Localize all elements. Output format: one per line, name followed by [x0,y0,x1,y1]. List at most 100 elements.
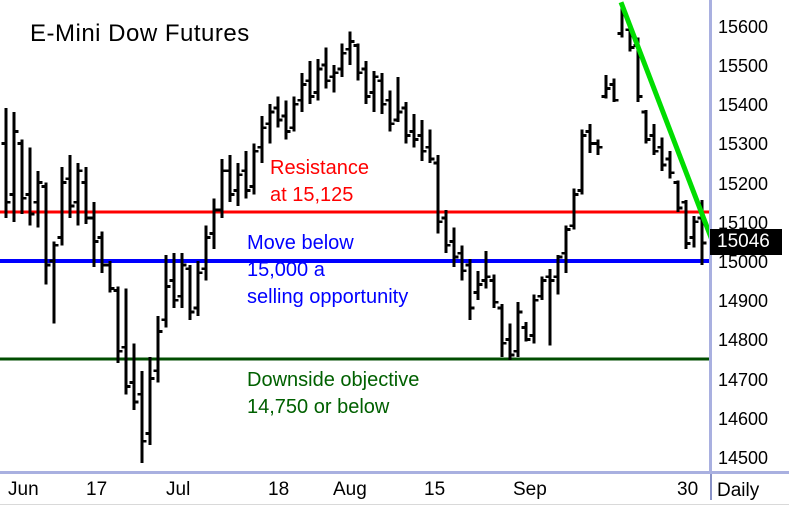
ohlc-bar [153,315,163,383]
ohlc-bar [129,343,139,410]
ohlc-bar [497,304,507,357]
ohlc-bar [465,259,475,320]
ohlc-bar [489,274,499,308]
objective-annotation: Downside objective 14,750 or below [247,367,419,421]
ohlc-bar [273,96,283,128]
y-axis-label: 14700 [718,369,769,390]
ohlc-bar [225,155,235,203]
ohlc-bar [593,139,603,156]
ohlc-bar [449,227,459,267]
y-axis-label: 14800 [718,330,769,351]
ohlc-bar [569,188,579,230]
ohlc-bar [265,104,275,144]
y-axis-label: 15100 [718,212,769,233]
ohlc-bar [457,245,467,281]
x-axis-label: Sep [513,479,547,500]
ohlc-bar [9,112,19,222]
ohlc-bar [169,253,179,308]
x-axis-label: 15 [424,479,446,500]
ohlc-bar [529,294,539,344]
ohlc-bar [297,72,307,112]
ohlc-bar [513,302,523,357]
ohlc-bar [233,163,243,207]
ohlc-bar [417,119,427,161]
ohlc-bar [473,270,483,301]
ohlc-bar [577,129,587,195]
ohlc-bar [201,225,211,281]
y-axis-label: 15400 [718,95,769,116]
y-axis-label: 14900 [718,291,769,312]
ohlc-bar [321,47,331,89]
ohlc-bar [361,61,371,105]
objective-annotation-line1: Downside objective [247,369,420,391]
bottom-divider-line [0,504,789,505]
ohlc-bar [17,139,27,214]
ohlc-bar [681,200,691,250]
ohlc-bar [281,100,291,140]
y-axis-label: 14600 [718,408,769,429]
ohlc-bar [121,288,131,395]
ohlc-bar [537,276,547,301]
ohlc-bar [409,114,419,148]
x-axis-label: 17 [86,479,108,500]
ohlc-bar [145,357,155,446]
ohlc-bar [505,323,515,360]
ohlc-bar [481,251,491,289]
ohlc-bars [1,8,707,463]
y-axis-label: 15500 [718,56,769,76]
ohlc-bar [105,261,115,293]
ohlc-bar [441,210,451,254]
ohlc-bar [609,78,619,103]
timeframe-label: Daily [717,480,760,501]
ohlc-bar [73,163,83,226]
resistance-annotation-line2: at 15,125 [270,184,354,206]
ohlc-bar [337,43,347,77]
ohlc-bar [601,74,611,99]
ohlc-bar [329,65,339,93]
y-axis-label: 15000 [718,252,769,272]
ohlc-bar [289,96,299,132]
ohlc-bar [113,286,123,363]
last-price-box: 15046 [710,229,782,255]
x-axis-label: Jun [8,479,39,500]
ohlc-bar [345,31,355,65]
axis-border-vertical-lower [710,473,712,500]
ohlc-bar [209,198,219,250]
ohlc-bar [649,123,659,156]
ohlc-bar [241,151,251,199]
ohlc-bar [425,129,435,163]
ohlc-bar [313,59,323,101]
ohlc-bar [249,143,259,195]
ohlc-bar [393,76,403,122]
ohlc-bar [257,116,267,163]
ohlc-bar [193,261,203,316]
ohlc-bar [81,166,91,224]
ohlc-bar [377,72,387,114]
ohlc-bar [89,202,99,267]
ohlc-bar [185,264,195,320]
ohlc-bar [217,159,227,218]
support-annotation-line2: 15,000 a [247,259,325,281]
ohlc-bar [641,110,651,144]
resistance-annotation-line1: Resistance [270,157,369,179]
support-annotation: Move below 15,000 a selling opportunity [247,230,408,311]
y-axis-label: 15300 [718,134,769,155]
ohlc-bar [49,241,59,324]
axis-border-horizontal [0,471,789,474]
ohlc-bar [385,90,395,132]
ohlc-bar [665,151,675,179]
support-annotation-line1: Move below [247,232,354,254]
ohlc-bar [137,370,147,463]
x-axis-label: 18 [268,479,290,500]
x-axis-label: Jul [166,479,191,500]
ohlc-bar [25,147,35,226]
ohlc-bar [97,231,107,273]
ohlc-bar [65,155,75,218]
ohlc-bar [1,108,11,218]
x-axis-label: 30 [677,479,699,500]
ohlc-bar [305,61,315,105]
ohlc-bar [689,215,699,248]
ohlc-bar [401,102,411,144]
